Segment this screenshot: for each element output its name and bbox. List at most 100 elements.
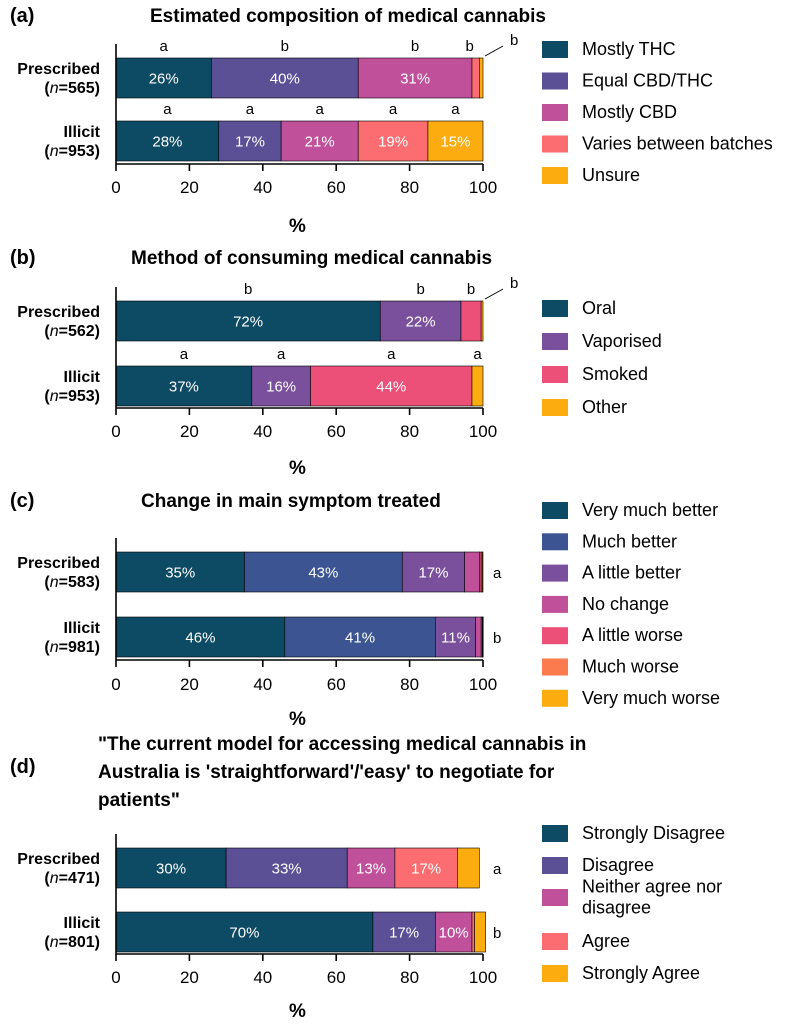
x-axis-label: % <box>289 458 306 479</box>
legend-label: Agree <box>582 931 630 951</box>
legend-swatch <box>542 595 568 613</box>
legend-label: Unsure <box>582 165 640 185</box>
data-label: 11% <box>441 630 470 647</box>
legend-swatch <box>542 533 568 551</box>
leader-line <box>484 45 504 57</box>
panel-title: Estimated composition of medical cannabi… <box>150 6 546 27</box>
legend-item: Much worse <box>542 657 679 677</box>
data-label: 35% <box>165 565 195 582</box>
legend-item: Unsure <box>542 165 640 185</box>
x-axis: 0 20 40 60 80 100% <box>111 659 497 730</box>
legend-label: Disagree <box>582 855 654 875</box>
data-label: 17% <box>235 134 265 151</box>
sample-size-label: (n=583) <box>44 574 100 591</box>
x-tick-label: 100 <box>469 422 497 441</box>
legend-item: Other <box>542 397 627 417</box>
bar-row-illicit: 70% 17% 10% b <box>115 911 501 953</box>
significance-letter: b <box>465 38 473 55</box>
significance-letter: a <box>451 101 460 118</box>
panel-title: patients" <box>98 790 180 811</box>
bar-segment <box>474 911 486 953</box>
group-label: Prescribed <box>17 61 100 78</box>
data-label: 72% <box>233 314 263 331</box>
data-label: 37% <box>169 379 199 396</box>
significance-letter: a <box>180 346 189 363</box>
group-label: Prescribed <box>17 555 100 572</box>
group-label: Prescribed <box>17 304 100 321</box>
bar-segment <box>394 847 458 889</box>
legend-swatch <box>542 399 568 416</box>
bar-segment <box>427 120 484 162</box>
legend-swatch <box>542 72 568 90</box>
legend-label: Smoked <box>582 364 648 384</box>
significance-letter: b <box>411 38 419 55</box>
bar-segment <box>471 365 484 407</box>
data-label: 30% <box>156 861 186 878</box>
x-tick-label: 60 <box>327 675 346 694</box>
x-tick-label: 20 <box>180 968 199 987</box>
bar-segment <box>401 551 465 593</box>
bar-row-illicit: 46% 41% 11% b <box>115 616 501 658</box>
legend-label: Much better <box>582 531 677 551</box>
legend-swatch <box>542 965 568 982</box>
legend-swatch <box>542 41 568 58</box>
x-tick-label: 100 <box>469 968 497 987</box>
data-label: 15% <box>440 134 470 151</box>
x-tick-label: 80 <box>400 968 419 987</box>
bar-row-prescribed: 30% 33% 13% 17% a <box>115 847 502 889</box>
data-label: 33% <box>272 861 302 878</box>
panel-c: (c) Change in main symptom treated 35% 43% 1… <box>10 490 720 730</box>
bar-segment <box>115 57 212 99</box>
data-label: 26% <box>149 71 179 88</box>
legend-swatch <box>542 333 568 350</box>
legend-swatch <box>542 366 568 383</box>
legend-swatch <box>542 933 568 950</box>
sample-size-label: (n=953) <box>44 143 100 160</box>
panel-title: Change in main symptom treated <box>141 491 441 512</box>
data-label: 16% <box>266 379 296 396</box>
group-label: Prescribed <box>17 851 100 868</box>
x-axis: 0 20 40 60 80 100% <box>111 407 497 479</box>
bar-segment <box>225 847 348 889</box>
legend-label: A little better <box>582 563 681 583</box>
legend-swatch <box>542 104 568 121</box>
legend-item: No change <box>542 594 669 614</box>
data-label: 28% <box>152 134 182 151</box>
sample-size-label: (n=953) <box>44 388 100 405</box>
panel-b: (b) Method of consuming medical cannabis 7… <box>10 247 662 479</box>
bar-segment <box>115 847 227 889</box>
legend-label: No change <box>582 594 669 614</box>
bar-segment <box>434 911 473 953</box>
data-label: 43% <box>308 565 338 582</box>
legend-item: Strongly Agree <box>542 963 700 983</box>
bar-segment <box>481 551 484 593</box>
legend-label: A little worse <box>582 625 683 645</box>
data-label: 13% <box>356 861 386 878</box>
x-tick-label: 40 <box>253 675 272 694</box>
legend-label: Mostly CBD <box>582 102 677 122</box>
bar-row-prescribed: 35% 43% 17% a <box>115 551 502 593</box>
bar-row-illicit: 28% 17% 21% 19% 15% a a a a a <box>115 101 484 162</box>
legend: Oral Vaporised Smoked Other <box>542 298 662 417</box>
panel-label: (a) <box>10 5 34 27</box>
bar-segment <box>115 551 245 593</box>
legend-swatch <box>542 658 568 676</box>
data-label: 70% <box>229 925 259 942</box>
legend-item: Smoked <box>542 364 648 384</box>
x-tick-label: 60 <box>327 178 346 197</box>
group-label: Illicit <box>64 369 101 386</box>
panel-d: (d) "The current model for accessing medi… <box>10 734 725 1022</box>
bar-segment <box>244 551 403 593</box>
significance-letter: a <box>163 101 172 118</box>
sample-size-label: (n=981) <box>44 639 100 656</box>
bar-segment <box>346 847 396 889</box>
legend-item: Equal CBD/THC <box>542 71 713 91</box>
legend-item: Mostly CBD <box>542 102 677 122</box>
sample-size-label: (n=565) <box>44 80 100 97</box>
bar-segment <box>310 365 473 407</box>
x-tick-label: 40 <box>253 422 272 441</box>
x-tick-label: 80 <box>400 178 419 197</box>
significance-letter: a <box>387 346 396 363</box>
x-tick-label: 60 <box>327 422 346 441</box>
x-tick-label: 0 <box>111 178 120 197</box>
